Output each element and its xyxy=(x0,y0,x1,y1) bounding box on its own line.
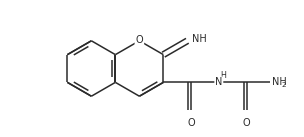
Text: N: N xyxy=(215,77,223,87)
Text: O: O xyxy=(187,118,195,128)
Text: O: O xyxy=(243,118,250,128)
Text: H: H xyxy=(220,71,226,80)
Text: NH: NH xyxy=(272,77,287,87)
Text: 2: 2 xyxy=(282,82,287,88)
Text: O: O xyxy=(136,35,143,45)
Text: NH: NH xyxy=(192,34,207,44)
